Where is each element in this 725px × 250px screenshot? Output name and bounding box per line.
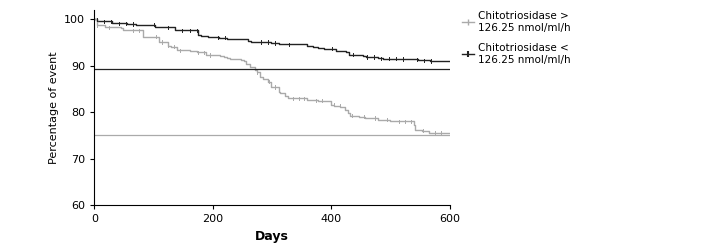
Y-axis label: Percentage of event: Percentage of event — [49, 51, 59, 164]
Legend: Chitotriosidase >
126.25 nmol/ml/h, Chitotriosidase <
126.25 nmol/ml/h: Chitotriosidase > 126.25 nmol/ml/h, Chit… — [462, 11, 571, 65]
X-axis label: Days: Days — [255, 230, 289, 242]
